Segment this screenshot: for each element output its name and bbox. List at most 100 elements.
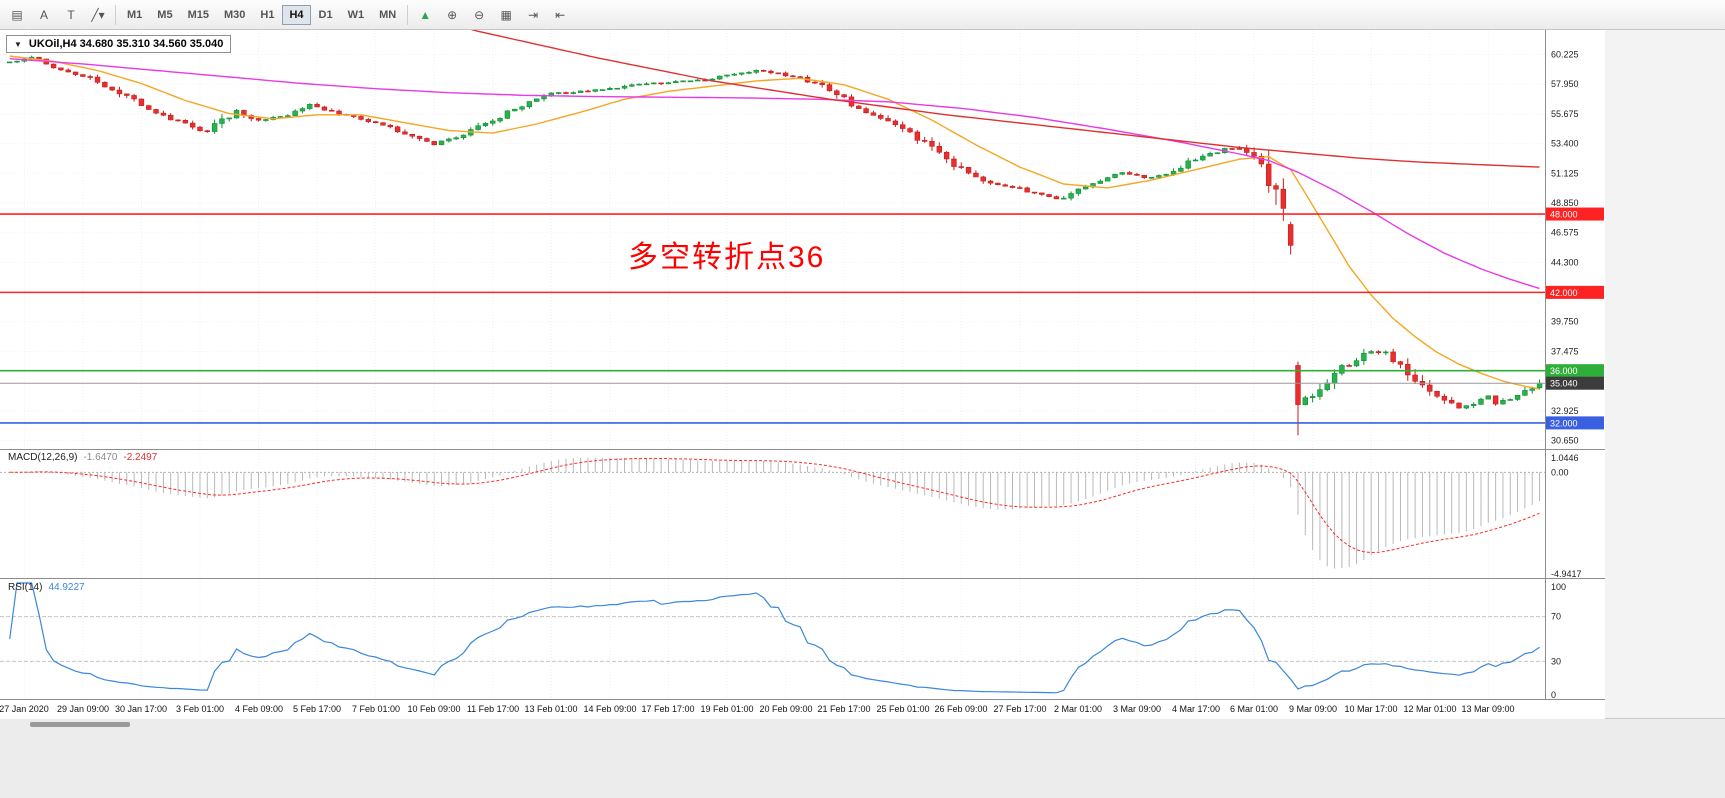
ma-line-fast-orange	[9, 55, 1540, 390]
time-label: 6 Mar 01:00	[1229, 704, 1279, 714]
chart-window: 60.225 57.950 55.675 53.400 51.125 48.850 46.5…	[0, 30, 1606, 718]
timeframe-M15[interactable]: M15	[181, 5, 216, 25]
svg-text:53.400: 53.400	[1551, 139, 1579, 149]
svg-text:30: 30	[1551, 656, 1561, 666]
timeframe-group: M1 M5 M15 M30 H1 H4 D1 W1 MN	[120, 4, 403, 25]
ma-line-mid-magenta	[9, 58, 1540, 290]
time-label: 29 Jan 09:00	[56, 704, 110, 714]
pane-splitter-rsi[interactable]	[0, 578, 1605, 579]
time-label: 7 Feb 01:00	[351, 704, 401, 714]
macd-histogram	[16, 457, 1541, 569]
pane-splitter-macd[interactable]	[0, 449, 1605, 450]
time-label: 21 Feb 17:00	[817, 704, 871, 714]
annotation-text[interactable]: 多空转折点36	[628, 241, 826, 274]
right-empty-area	[1605, 30, 1725, 718]
macd-signal-value: -2.2497	[123, 452, 158, 463]
time-label: 12 Mar 01:00	[1403, 704, 1457, 714]
svg-text:0.00: 0.00	[1551, 467, 1569, 477]
svg-text:48.000: 48.000	[1550, 210, 1578, 220]
main-chart-pane[interactable]: 60.225 57.950 55.675 53.400 51.125 48.850 46.5…	[0, 30, 1605, 449]
svg-text:46.575: 46.575	[1551, 228, 1579, 238]
time-label: 3 Feb 01:00	[175, 704, 225, 714]
svg-text:57.950: 57.950	[1551, 79, 1579, 89]
macd-pane[interactable]: 1.0446 0.00 -4.9417	[0, 450, 1605, 578]
svg-text:1.0446: 1.0446	[1551, 453, 1579, 463]
timeframe-M5[interactable]: M5	[150, 5, 179, 25]
rsi-value: 44.9227	[48, 582, 85, 593]
rsi-name: RSI(14)	[8, 582, 43, 593]
draw-tools-dropdown-icon[interactable]: ╱▾	[85, 4, 111, 26]
svg-text:30.650: 30.650	[1551, 436, 1579, 446]
timeframe-H4[interactable]: H4	[282, 4, 311, 25]
collapse-caret-icon[interactable]: ▼	[14, 39, 22, 49]
svg-text:36.000: 36.000	[1550, 366, 1578, 376]
candles-layer[interactable]	[6, 55, 1543, 436]
time-label: 3 Mar 09:00	[1112, 704, 1162, 714]
text-tool-icon[interactable]: T	[58, 4, 84, 26]
ma-line-slow-red	[470, 30, 1540, 168]
hscroll-thumb[interactable]	[30, 722, 130, 727]
macd-name: MACD(12,26,9)	[8, 452, 78, 463]
time-label: 17 Feb 17:00	[641, 704, 695, 714]
svg-text:44.300: 44.300	[1551, 257, 1579, 267]
chart-title-box[interactable]: ▼ UKOil,H4 34.680 35.310 34.560 35.040	[6, 35, 232, 53]
svg-text:32.925: 32.925	[1551, 406, 1579, 416]
time-label: 25 Feb 01:00	[876, 704, 930, 714]
annotate-a-icon[interactable]: A	[31, 4, 57, 26]
tile-windows-icon[interactable]: ▦	[493, 4, 519, 26]
svg-text:55.675: 55.675	[1551, 109, 1579, 119]
footer-area	[0, 718, 1725, 798]
svg-text:32.000: 32.000	[1550, 418, 1578, 428]
time-label: 14 Feb 09:00	[583, 704, 637, 714]
time-label: 2 Mar 01:00	[1053, 704, 1103, 714]
rsi-axis[interactable]: 100 70 30 0	[1545, 579, 1567, 699]
svg-text:42.000: 42.000	[1550, 288, 1578, 298]
svg-text:48.850: 48.850	[1551, 198, 1579, 208]
timeframe-W1[interactable]: W1	[341, 5, 372, 25]
time-label: 4 Feb 09:00	[234, 704, 284, 714]
chart-title: UKOil,H4 34.680 35.310 34.560 35.040	[28, 38, 224, 50]
svg-text:37.475: 37.475	[1551, 346, 1579, 356]
timeframe-H1[interactable]: H1	[253, 5, 281, 25]
time-label: 20 Feb 09:00	[759, 704, 813, 714]
macd-axis[interactable]: 1.0446 0.00 -4.9417	[1545, 450, 1582, 578]
timeframe-M30[interactable]: M30	[217, 5, 252, 25]
rsi-label: RSI(14) 44.9227	[8, 582, 85, 593]
timeframe-M1[interactable]: M1	[120, 5, 149, 25]
time-label: 10 Mar 17:00	[1344, 704, 1398, 714]
time-axis[interactable]: 27 Jan 2020 29 Jan 09:00 30 Jan 17:00 3 Feb…	[0, 699, 1605, 719]
price-axis[interactable]: 60.225 57.950 55.675 53.400 51.125 48.850 46.5…	[1545, 30, 1605, 449]
svg-text:-4.9417: -4.9417	[1551, 569, 1582, 578]
timeframe-D1[interactable]: D1	[312, 5, 340, 25]
time-label: 19 Feb 01:00	[700, 704, 754, 714]
macd-main-value: -1.6470	[83, 452, 118, 463]
time-label: 27 Feb 17:00	[993, 704, 1047, 714]
rsi-line	[9, 582, 1540, 694]
macd-signal-line	[9, 457, 1540, 554]
time-label: 13 Feb 01:00	[524, 704, 578, 714]
chart-shift-icon[interactable]: ⇤	[547, 4, 573, 26]
svg-text:70: 70	[1551, 612, 1561, 622]
main-toolbar: ▤ A T ╱▾ M1 M5 M15 M30 H1 H4 D1 W1 MN ▲ ⊕ ⊖ ▦ ⇥ ⇤	[0, 0, 1725, 30]
timeframe-MN[interactable]: MN	[372, 5, 403, 25]
time-label: 13 Mar 09:00	[1461, 704, 1515, 714]
toolbar-separator	[407, 4, 409, 25]
chart-mode-icon[interactable]: ▤	[4, 4, 30, 26]
auto-scroll-icon[interactable]: ⇥	[520, 4, 546, 26]
time-label: 30 Jan 17:00	[114, 704, 168, 714]
time-label: 9 Mar 09:00	[1288, 704, 1338, 714]
rsi-pane[interactable]: 100 70 30 0	[0, 579, 1605, 699]
zoom-in-icon[interactable]: ⊕	[439, 4, 465, 26]
time-label: 27 Jan 2020	[0, 704, 49, 714]
new-order-icon[interactable]: ▲	[412, 4, 438, 26]
time-label: 11 Feb 17:00	[466, 704, 520, 714]
svg-text:51.125: 51.125	[1551, 168, 1579, 178]
svg-text:35.040: 35.040	[1550, 379, 1578, 389]
macd-label: MACD(12,26,9) -1.6470 -2.2497	[8, 452, 157, 463]
toolbar-left-icons: ▤ A T ╱▾	[4, 4, 111, 26]
time-label: 26 Feb 09:00	[934, 704, 988, 714]
time-label: 4 Mar 17:00	[1171, 704, 1221, 714]
toolbar-right-icons: ▲ ⊕ ⊖ ▦ ⇥ ⇤	[412, 4, 573, 26]
svg-text:0: 0	[1551, 690, 1556, 699]
zoom-out-icon[interactable]: ⊖	[466, 4, 492, 26]
